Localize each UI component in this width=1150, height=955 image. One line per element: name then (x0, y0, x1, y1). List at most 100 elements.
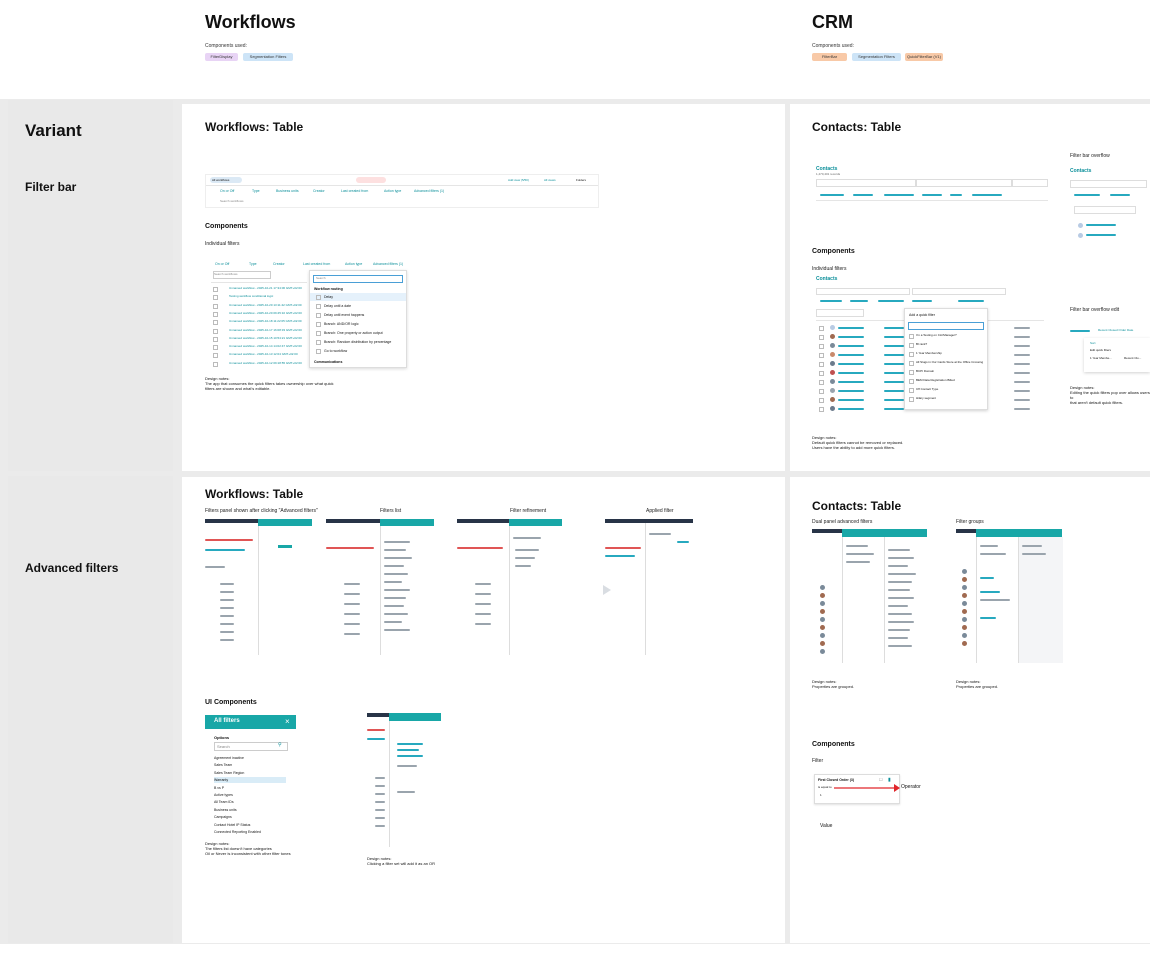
filter-option[interactable]: Sales Team (214, 763, 233, 768)
option-checkbox[interactable] (316, 322, 321, 327)
quick-filter-checkbox[interactable] (909, 388, 914, 393)
contact-email[interactable] (884, 327, 904, 329)
filter-option[interactable]: Connected Reporting Enabled (214, 830, 261, 834)
table-row[interactable] (816, 369, 1044, 377)
filter-option[interactable]: Sales Team Region (214, 770, 245, 775)
overflow-sort-item[interactable]: Sort (1090, 341, 1096, 345)
quick-filter-search[interactable] (908, 322, 984, 330)
quick-filter-checkbox[interactable] (909, 370, 914, 375)
quick-filter-option[interactable]: I'm a Testing on CLI/Manager? (916, 333, 957, 337)
mini-filter-on-off[interactable]: On or Off (215, 262, 230, 266)
table-row[interactable]: Unnamed workflow - 2025-10-18 11:22:05 G… (211, 319, 307, 326)
overflow-edit-quick-filters[interactable]: Edit quick filters (1090, 348, 1112, 352)
contact-name[interactable] (838, 345, 864, 347)
table-row[interactable]: Unnamed workflow - 2025-10-21 17:34:06 G… (211, 286, 307, 293)
row-checkbox[interactable] (213, 303, 218, 309)
contact-name[interactable] (838, 408, 864, 410)
row-checkbox[interactable] (213, 353, 218, 359)
table-row[interactable]: Unnamed workflow - 2025-10-15 10:54:21 G… (211, 336, 307, 343)
crm-mini-contacts-title[interactable]: Contacts (816, 276, 838, 282)
filter-option[interactable]: Active types (214, 793, 233, 797)
trash-icon[interactable]: ▮ (888, 777, 891, 783)
table-row[interactable] (816, 342, 1044, 350)
row-checkbox[interactable] (213, 320, 218, 326)
table-row[interactable] (816, 333, 1044, 341)
row-name-link[interactable]: Unnamed workflow - 2025-10-20 09:45:10 G… (229, 310, 302, 315)
mini-filter-creator[interactable]: Creator (273, 262, 285, 266)
contact-email[interactable] (884, 363, 904, 365)
table-row[interactable] (816, 324, 1044, 332)
all-filters-search-input[interactable]: Search (214, 742, 288, 751)
option-checkbox[interactable] (316, 313, 321, 318)
table-row[interactable] (816, 405, 1044, 413)
contact-name[interactable] (838, 381, 864, 383)
table-row[interactable] (816, 396, 1044, 404)
row-name-link[interactable]: Unnamed workflow - 2025-10-13 12:04 GMT+… (229, 352, 298, 357)
contact-email[interactable] (884, 408, 904, 410)
contact-name[interactable] (838, 354, 864, 356)
row-checkbox[interactable] (819, 407, 824, 412)
row-checkbox[interactable] (213, 328, 218, 334)
filter-option[interactable]: Business units (214, 807, 237, 812)
contact-email[interactable] (884, 372, 904, 374)
close-icon[interactable]: × (285, 717, 290, 726)
mini-filter-last-created[interactable]: Last created from (303, 262, 331, 266)
contact-email[interactable] (884, 336, 904, 338)
dropdown-option[interactable]: Delay until a date (324, 304, 352, 308)
contact-name[interactable] (838, 327, 864, 329)
all-views-link[interactable]: All views (544, 178, 556, 182)
row-name-link[interactable]: Unnamed workflow - 2025-10-14 14:02:47 G… (229, 344, 302, 349)
quick-filter-checkbox[interactable] (909, 379, 914, 384)
option-checkbox[interactable] (316, 295, 321, 300)
table-row[interactable] (816, 360, 1044, 368)
dropdown-search-input[interactable]: Search (313, 275, 403, 283)
quick-filter-option[interactable]: 1 Year Membership (916, 351, 942, 355)
row-name-link[interactable]: Unnamed workflow - 2025-10-18 11:22:05 G… (229, 319, 302, 324)
overflow-membership-item[interactable]: 1 Year Membe... (1090, 356, 1112, 360)
row-checkbox[interactable] (213, 295, 218, 301)
mini-filter-action-type[interactable]: Action type (345, 262, 363, 266)
filter-type[interactable]: Type (252, 189, 260, 193)
row-checkbox[interactable] (819, 398, 824, 403)
row-checkbox[interactable] (819, 362, 824, 367)
duplicate-icon[interactable]: ☐ (879, 777, 883, 782)
quick-filter-option[interactable]: Hilary segment (916, 396, 937, 400)
row-name-link[interactable]: Unnamed workflow - 2025-10-21 17:34:06 G… (229, 286, 302, 290)
row-checkbox[interactable] (819, 344, 824, 349)
contact-email[interactable] (884, 381, 904, 383)
table-row[interactable]: Unnamed workflow - 2025-10-12 09:18:55 G… (211, 361, 307, 368)
overflow-edit-recent-closed[interactable]: Recent Closed Order Date (1098, 328, 1134, 332)
dropdown-option[interactable]: Delay until event happens (324, 313, 365, 317)
row-name-link[interactable]: Unnamed workflow - 2025-10-20 13:11:42 G… (229, 302, 302, 307)
row-checkbox[interactable] (819, 326, 824, 331)
filter-business-units[interactable]: Business units (276, 189, 299, 193)
table-row[interactable] (816, 378, 1044, 386)
row-checkbox[interactable] (213, 345, 218, 351)
contact-name[interactable] (838, 390, 864, 392)
quick-filter-checkbox[interactable] (909, 361, 914, 366)
add-view-link[interactable]: Add view (5/50) (508, 178, 529, 182)
table-row[interactable]: Unnamed workflow - 2025-10-13 12:04 GMT+… (211, 352, 307, 359)
row-name-link[interactable]: Unnamed workflow - 2025-10-17 16:08:33 G… (229, 327, 302, 332)
mini-filter-type[interactable]: Type (249, 262, 257, 266)
row-name-link[interactable]: Unnamed workflow - 2025-10-12 09:18:55 G… (229, 360, 302, 365)
quick-filter-checkbox[interactable] (909, 334, 914, 339)
filter-option[interactable]: Warranty (214, 777, 286, 784)
filter-option[interactable]: Contact Hotel IP Status (214, 822, 251, 827)
overflow-recent-item[interactable]: Recent Clo... (1124, 356, 1142, 360)
row-checkbox[interactable] (819, 371, 824, 376)
quick-filter-checkbox[interactable] (909, 343, 914, 348)
filter-card[interactable]: First Closed Order (3) is equal to 1 ▮ ☐ (814, 774, 900, 804)
contact-name[interactable] (838, 336, 864, 338)
row-checkbox[interactable] (213, 311, 218, 317)
mini-search-box[interactable]: Search workflows (213, 271, 271, 279)
quick-filter-option[interactable]: BCPI Domain (916, 369, 935, 373)
table-row[interactable]: Unnamed workflow - 2025-10-20 09:45:10 G… (211, 311, 307, 318)
table-row[interactable]: Unnamed workflow - 2025-10-20 13:11:42 G… (211, 303, 307, 310)
row-checkbox[interactable] (213, 287, 218, 292)
contact-name[interactable] (838, 372, 864, 374)
tab-all-workflows[interactable]: All workflows (210, 177, 242, 183)
filter-on-off[interactable]: On or Off (220, 189, 235, 193)
filter-option[interactable]: Agreement inactive (214, 756, 244, 760)
quick-filter-option[interactable]: BI rank? (916, 342, 928, 346)
